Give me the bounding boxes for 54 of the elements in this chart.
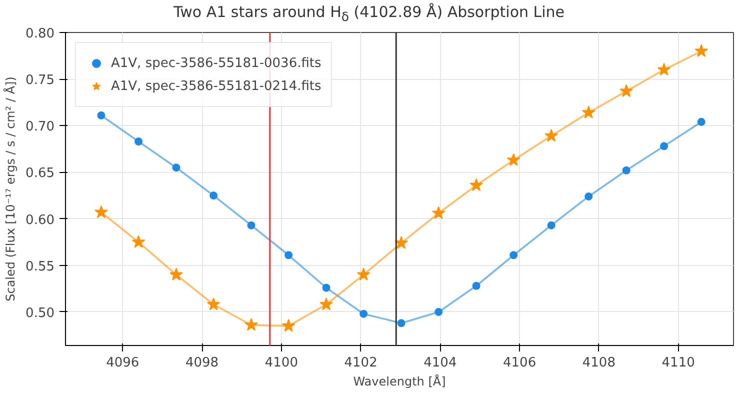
point [356, 268, 370, 280]
point [94, 205, 108, 218]
point [434, 308, 443, 316]
point [210, 192, 218, 200]
point [206, 298, 220, 310]
x-tick-label: 4104 [424, 356, 457, 370]
point [432, 206, 446, 219]
point [547, 221, 556, 230]
point [244, 318, 258, 331]
y-tick-label: 0.70 [26, 120, 55, 135]
point [397, 319, 406, 328]
y-tick-label: 0.80 [26, 26, 55, 42]
point [510, 251, 518, 260]
point [657, 62, 671, 76]
point [97, 111, 106, 120]
point [472, 282, 480, 290]
point [694, 44, 708, 57]
x-tick-label: 4096 [106, 356, 140, 370]
point [697, 118, 706, 126]
x-tick-label: 4108 [582, 356, 616, 370]
point [584, 192, 593, 200]
x-axis-title: Wavelength [Å] [353, 374, 446, 388]
point [172, 164, 180, 172]
point [360, 310, 368, 318]
point [284, 251, 293, 260]
point [394, 236, 408, 249]
point [322, 284, 330, 292]
point [544, 128, 558, 142]
y-tick-label: 0.60 [26, 212, 55, 228]
point [282, 318, 296, 332]
y-tick-label: 0.65 [26, 166, 55, 182]
x-tick-label: 4102 [344, 356, 378, 370]
x-tick-label: 4110 [662, 356, 695, 370]
point [470, 178, 483, 192]
x-tick-label: 4098 [185, 356, 219, 370]
point [506, 153, 520, 166]
y-tick-label: 0.75 [26, 73, 55, 88]
point [132, 235, 146, 248]
y-tick-label: 0.50 [26, 306, 55, 321]
point [620, 84, 634, 97]
point [660, 142, 668, 150]
x-tick-label: 4100 [264, 356, 298, 370]
y-axis-title: Scaled (Flux [10⁻¹⁷ ergs / s / cm² / Å]) [2, 76, 18, 302]
point [582, 106, 596, 118]
legend-label: A1V, spec-3586-55181-0036.fits [111, 56, 322, 70]
chart-title: Two A1 stars around H$_{δ}$ (4102.89 Å) Absorption Line [172, 2, 566, 26]
point [320, 298, 333, 310]
point [134, 138, 143, 146]
legend-label: A1V, spec-3586-55181-0214.fits [111, 78, 322, 94]
point [170, 268, 183, 280]
point [622, 166, 630, 174]
x-tick-label: 4106 [503, 356, 536, 370]
y-tick-label: 0.55 [26, 259, 55, 274]
point [247, 221, 256, 230]
